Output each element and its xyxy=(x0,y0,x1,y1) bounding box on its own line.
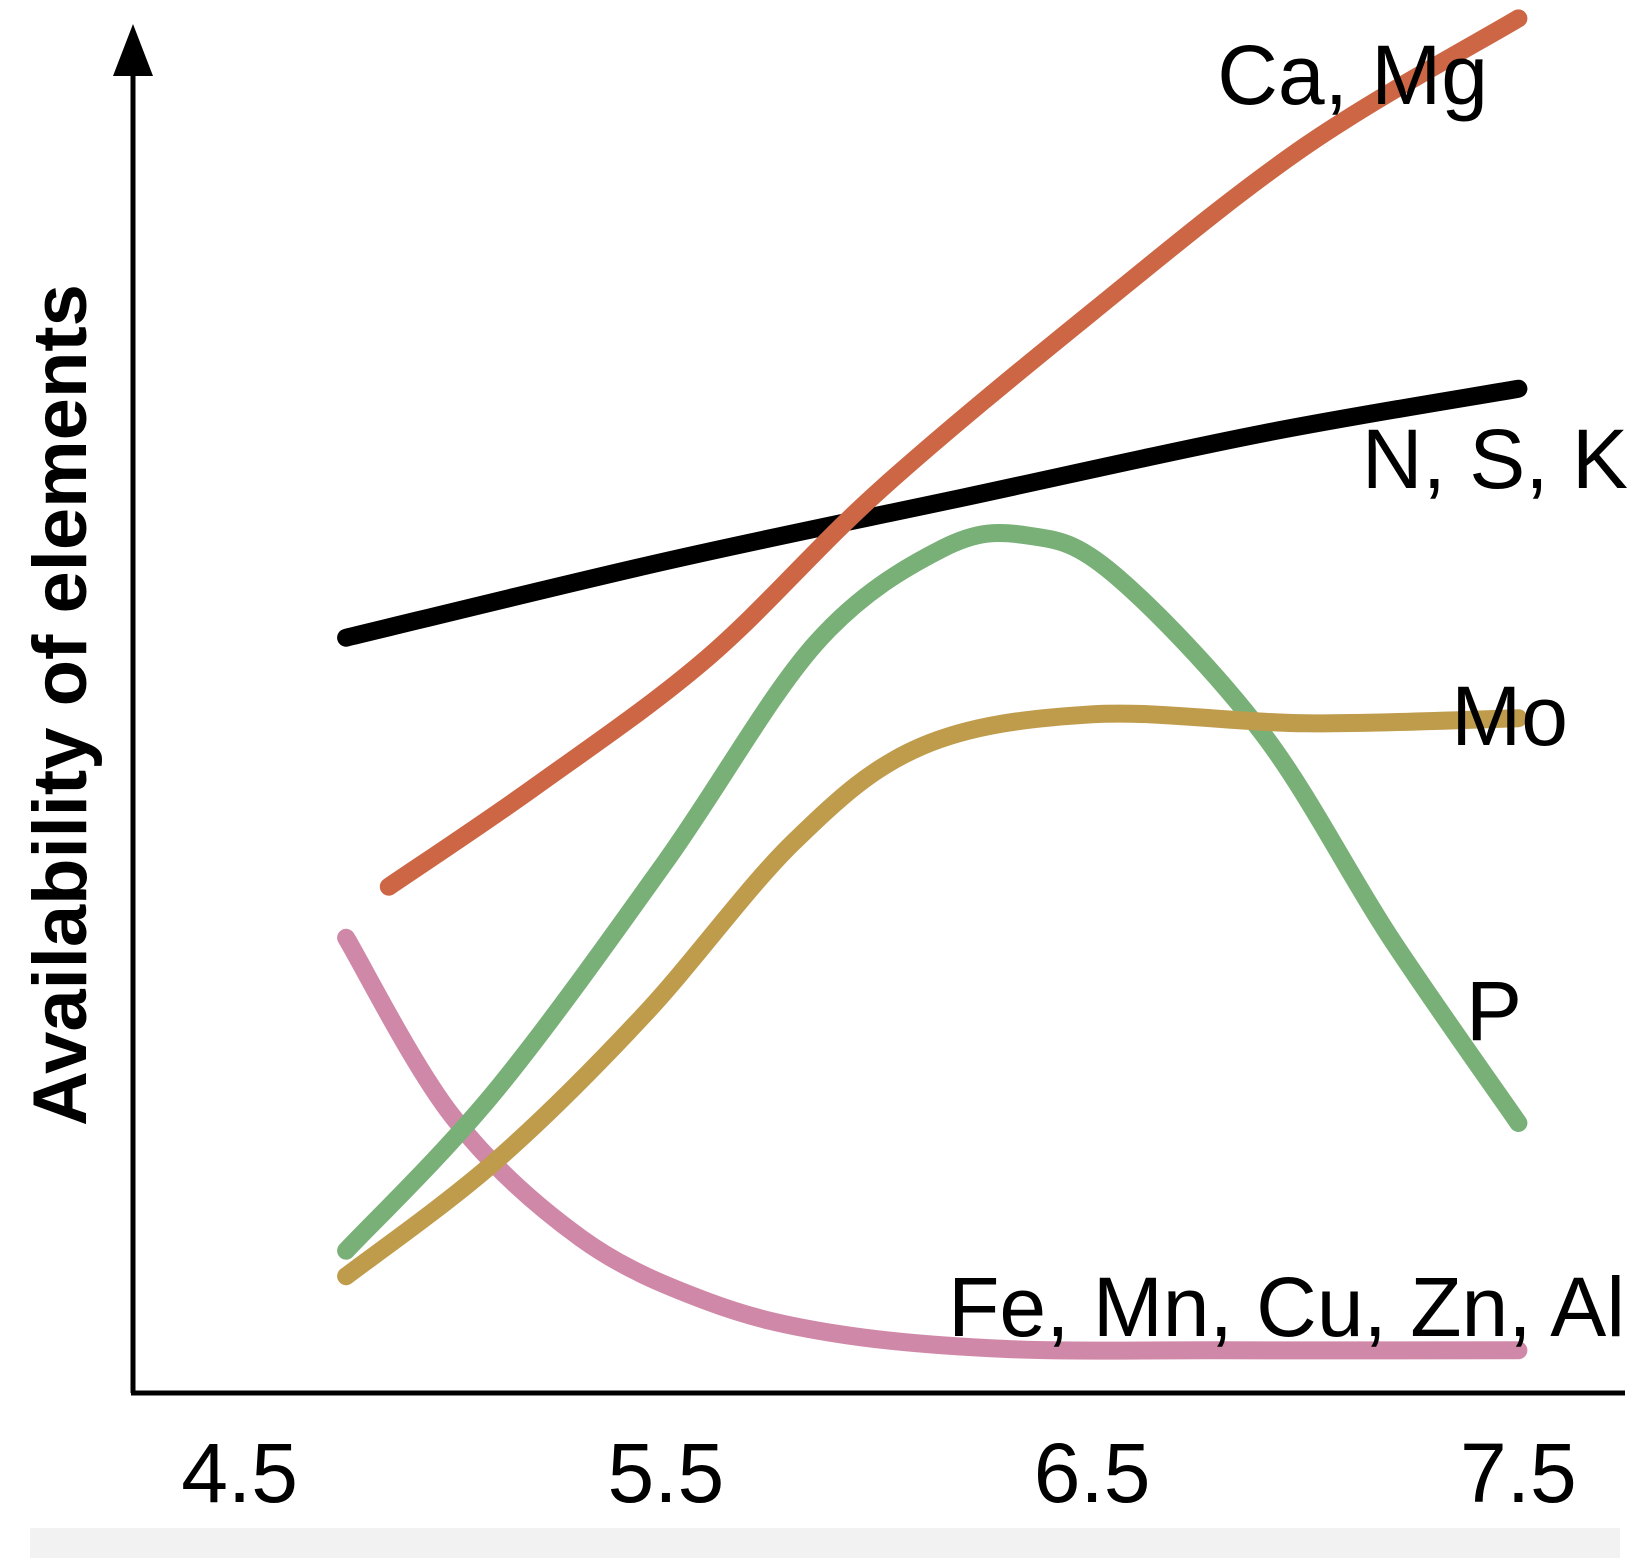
series-label-mo: Mo xyxy=(1451,669,1568,763)
series-label-fe-mn-cu-zn-al: Fe, Mn, Cu, Zn, Al xyxy=(948,1260,1625,1354)
x-tick-labels: 4.5 5.5 6.5 7.5 xyxy=(181,1426,1577,1520)
series-line-n-s-k xyxy=(337,379,1528,647)
series-line-mo xyxy=(337,704,1528,1286)
x-tick-label: 7.5 xyxy=(1460,1426,1577,1520)
x-tick-label: 4.5 xyxy=(181,1426,298,1520)
y-axis-label: Availability of elements xyxy=(18,284,103,1126)
series-label-ca-mg: Ca, Mg xyxy=(1217,28,1488,122)
x-tick-label: 5.5 xyxy=(608,1426,725,1520)
series-labels: Ca, Mg N, S, K Mo P Fe, Mn, Cu, Zn, Al xyxy=(948,28,1628,1354)
x-tick-label: 6.5 xyxy=(1034,1426,1151,1520)
series-label-p: P xyxy=(1466,964,1522,1058)
series-label-n-s-k: N, S, K xyxy=(1362,412,1628,506)
series-line-p xyxy=(337,524,1528,1260)
series-layer xyxy=(337,9,1528,1360)
caption-strip xyxy=(30,1528,1620,1558)
y-axis-arrow-icon xyxy=(113,24,153,76)
series-line-ca-mg xyxy=(379,9,1528,896)
